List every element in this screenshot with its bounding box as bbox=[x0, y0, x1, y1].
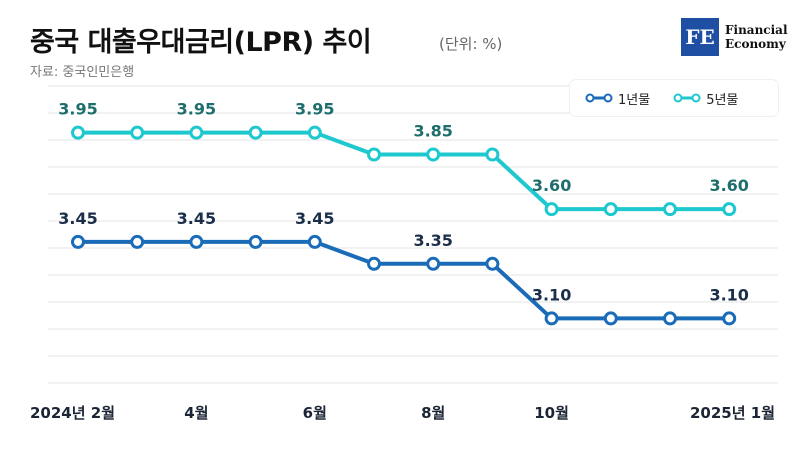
data-label-1y-8: 3.10 bbox=[532, 285, 571, 304]
data-point-1y-9 bbox=[603, 311, 618, 326]
data-point-1y-5 bbox=[367, 256, 381, 271]
data-label-1y-2: 3.45 bbox=[177, 209, 216, 228]
x-tick-label-11: 2025년 1월 bbox=[690, 404, 775, 422]
data-point-1y-0 bbox=[71, 234, 85, 249]
data-label-1y-4: 3.45 bbox=[295, 209, 334, 228]
legend: 1년물 5년물 bbox=[570, 80, 778, 116]
data-point-5y-6 bbox=[426, 147, 441, 162]
data-point-5y-4 bbox=[307, 125, 322, 140]
legend-swatch-5y-icon bbox=[673, 93, 701, 103]
x-tick-label-2: 4월 bbox=[184, 404, 208, 422]
data-point-5y-0 bbox=[71, 125, 85, 140]
data-label-5y-8: 3.60 bbox=[532, 176, 571, 195]
data-point-5y-8 bbox=[544, 202, 559, 217]
data-point-5y-3 bbox=[248, 125, 263, 140]
data-label-5y-6: 3.85 bbox=[413, 122, 452, 141]
source-label: 자료: 중국인민은행 bbox=[30, 65, 135, 80]
data-point-1y-2 bbox=[189, 234, 204, 249]
series-line-1y bbox=[78, 239, 730, 321]
data-point-5y-7 bbox=[485, 147, 500, 162]
logo-mark-icon: FE bbox=[681, 18, 719, 56]
data-point-5y-5 bbox=[367, 147, 381, 162]
legend-swatch-1y-icon bbox=[585, 93, 613, 103]
data-point-1y-3 bbox=[248, 234, 263, 249]
chart-title: 중국 대출우대금리(LPR) 추이 bbox=[30, 27, 372, 58]
series-line-5y bbox=[78, 130, 730, 212]
logo-line-1: Financial bbox=[725, 23, 788, 37]
x-tick-label-0: 2024년 2월 bbox=[30, 404, 115, 422]
data-point-1y-8 bbox=[544, 311, 559, 326]
data-point-1y-11 bbox=[722, 311, 737, 326]
data-point-1y-7 bbox=[485, 256, 500, 271]
legend-item-5y: 5년물 bbox=[672, 89, 738, 108]
x-tick-label-4: 6월 bbox=[303, 404, 327, 422]
data-point-5y-11 bbox=[722, 202, 737, 217]
x-tick-label-6: 8월 bbox=[421, 404, 445, 422]
data-point-1y-6 bbox=[426, 256, 441, 271]
x-tick-label-8: 10월 bbox=[534, 404, 569, 422]
data-point-1y-4 bbox=[307, 234, 322, 249]
data-label-1y-0: 3.45 bbox=[58, 209, 97, 228]
legend-label-5y: 5년물 bbox=[706, 92, 739, 108]
data-label-5y-4: 3.95 bbox=[295, 100, 334, 119]
data-point-5y-2 bbox=[189, 125, 204, 140]
brand-logo: FE Financial Economy bbox=[681, 18, 788, 56]
logo-text: Financial Economy bbox=[725, 23, 788, 51]
data-point-1y-1 bbox=[130, 234, 145, 249]
data-point-5y-10 bbox=[663, 202, 677, 217]
data-label-1y-11: 3.10 bbox=[709, 285, 748, 304]
data-label-5y-2: 3.95 bbox=[177, 100, 216, 119]
data-point-5y-1 bbox=[130, 125, 145, 140]
data-point-5y-9 bbox=[603, 202, 618, 217]
legend-label-1y: 1년물 bbox=[618, 92, 651, 108]
data-point-1y-10 bbox=[663, 311, 677, 326]
unit-label: (단위: %) bbox=[439, 35, 503, 53]
logo-line-2: Economy bbox=[725, 37, 786, 51]
data-label-1y-6: 3.35 bbox=[413, 231, 452, 250]
data-label-5y-11: 3.60 bbox=[709, 176, 748, 195]
legend-item-1y: 1년물 bbox=[584, 89, 650, 108]
data-label-5y-0: 3.95 bbox=[58, 100, 97, 119]
